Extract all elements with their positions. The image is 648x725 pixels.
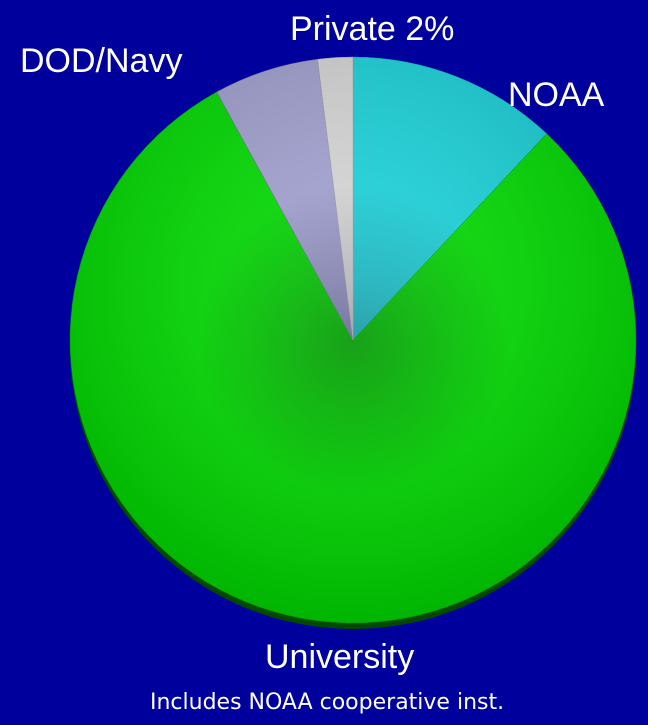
slice-label-noaa: NOAA: [508, 76, 605, 114]
pie-slices: [69, 56, 637, 624]
slice-label-university: University: [265, 638, 415, 676]
slice-label-dod-navy: DOD/Navy: [20, 42, 183, 80]
chart-footnote: Includes NOAA cooperative inst.: [150, 690, 505, 715]
slice-label-private: Private 2%: [290, 10, 455, 48]
